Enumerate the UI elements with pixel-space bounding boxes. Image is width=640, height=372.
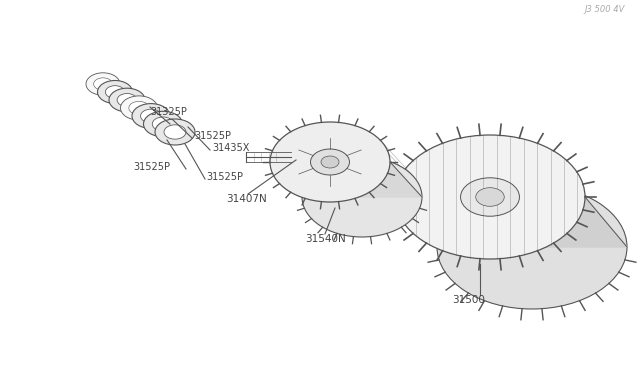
Polygon shape <box>395 197 627 247</box>
Text: 31435X: 31435X <box>212 143 250 153</box>
Ellipse shape <box>143 111 182 137</box>
Text: J3 500 4V: J3 500 4V <box>584 5 625 14</box>
Text: 31525P: 31525P <box>206 172 243 182</box>
Ellipse shape <box>395 135 585 259</box>
Ellipse shape <box>437 185 627 309</box>
Ellipse shape <box>120 96 157 120</box>
Ellipse shape <box>132 103 170 128</box>
Text: 31525P: 31525P <box>133 162 170 172</box>
Ellipse shape <box>141 109 161 123</box>
Ellipse shape <box>129 101 149 115</box>
Ellipse shape <box>152 117 173 131</box>
Ellipse shape <box>117 93 137 106</box>
Text: 31500: 31500 <box>452 295 485 305</box>
Polygon shape <box>270 162 422 197</box>
Ellipse shape <box>155 119 195 145</box>
Ellipse shape <box>321 156 339 168</box>
Ellipse shape <box>476 188 504 206</box>
Text: 31540N: 31540N <box>305 234 346 244</box>
Ellipse shape <box>270 122 390 202</box>
Ellipse shape <box>109 88 145 112</box>
Text: 31407N: 31407N <box>226 194 267 204</box>
Ellipse shape <box>86 73 120 95</box>
Ellipse shape <box>302 157 422 237</box>
Ellipse shape <box>310 149 349 175</box>
Text: 31525P: 31525P <box>194 131 231 141</box>
Text: 31325P: 31325P <box>150 107 187 117</box>
Ellipse shape <box>461 178 520 216</box>
Ellipse shape <box>97 80 132 103</box>
Ellipse shape <box>106 86 125 98</box>
Ellipse shape <box>93 78 113 90</box>
Ellipse shape <box>164 125 186 139</box>
